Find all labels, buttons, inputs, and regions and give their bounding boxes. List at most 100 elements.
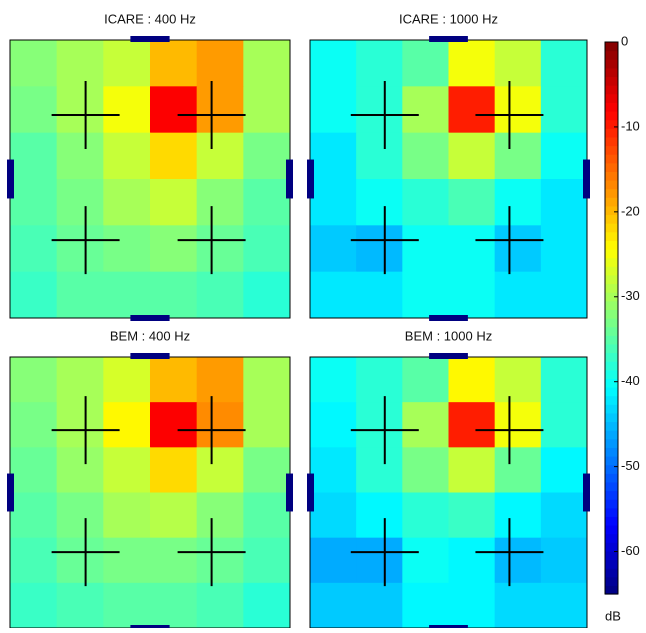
colorbar-segment: [605, 275, 618, 284]
speaker: [286, 474, 293, 512]
heat-cell: [150, 493, 197, 539]
heat-cell: [10, 86, 57, 133]
heat-cell: [243, 225, 290, 272]
heat-cell: [310, 402, 357, 448]
heat-cell: [495, 225, 542, 272]
heat-cell: [356, 447, 403, 493]
colorbar-segment: [605, 516, 618, 525]
heat-cell: [150, 133, 197, 180]
heat-cell: [495, 402, 542, 448]
heat-cell: [356, 402, 403, 448]
colorbar-segment: [605, 560, 618, 569]
heat-cell: [541, 493, 588, 539]
heat-cell: [243, 40, 290, 87]
colorbar-segment: [605, 102, 618, 111]
colorbar-segment: [605, 51, 618, 60]
colorbar-segment: [605, 68, 618, 77]
heat-cell: [197, 225, 244, 272]
heat-cell: [197, 179, 244, 226]
heat-cell: [57, 357, 104, 403]
panel-title: ICARE : 400 Hz: [104, 11, 196, 26]
speaker: [429, 353, 468, 359]
heat-cell: [356, 357, 403, 403]
colorbar-segment: [605, 387, 618, 396]
speaker: [7, 160, 14, 199]
heat-cell: [10, 179, 57, 226]
heat-cell: [150, 225, 197, 272]
heat-cell: [197, 86, 244, 133]
heat-cell: [495, 447, 542, 493]
colorbar-segment: [605, 568, 618, 577]
colorbar-segment: [605, 42, 618, 51]
heat-cell: [150, 583, 197, 628]
heat-cell: [310, 583, 357, 628]
heat-cell: [541, 40, 588, 87]
speaker: [429, 315, 468, 321]
heat-cell: [10, 133, 57, 180]
colorbar-segment: [605, 232, 618, 241]
heat-cell: [402, 357, 449, 403]
colorbar-segment: [605, 197, 618, 206]
heat-cell: [10, 583, 57, 628]
heat-cell: [356, 133, 403, 180]
heat-cell: [243, 493, 290, 539]
speaker: [7, 474, 14, 512]
colorbar-segment: [605, 551, 618, 560]
heat-cell: [310, 493, 357, 539]
colorbar-segment: [605, 249, 618, 258]
colorbar-segment: [605, 59, 618, 68]
heat-cell: [243, 538, 290, 584]
heat-cell: [310, 40, 357, 87]
colorbar-segment: [605, 189, 618, 198]
heat-cell: [449, 179, 496, 226]
heat-cell: [197, 538, 244, 584]
speaker: [130, 36, 169, 42]
heat-cell: [57, 40, 104, 87]
colorbar-segment: [605, 344, 618, 353]
colorbar-segment: [605, 120, 618, 129]
heat-cell: [356, 179, 403, 226]
heat-cell: [310, 86, 357, 133]
heat-cell: [10, 538, 57, 584]
colorbar-segment: [605, 266, 618, 275]
colorbar-segment: [605, 499, 618, 508]
colorbar-tick-label: -40: [621, 373, 640, 388]
heat-cell: [197, 272, 244, 319]
panel-title: BEM : 1000 Hz: [405, 328, 492, 343]
heat-cell: [495, 538, 542, 584]
heat-cell: [541, 583, 588, 628]
colorbar-segment: [605, 284, 618, 293]
colorbar-segment: [605, 180, 618, 189]
colorbar-segment: [605, 240, 618, 249]
heat-cell: [495, 40, 542, 87]
heat-cell: [103, 133, 150, 180]
heat-cell: [402, 583, 449, 628]
heat-cell: [150, 447, 197, 493]
heat-cell: [356, 583, 403, 628]
heat-cell: [402, 272, 449, 319]
heat-cell: [402, 447, 449, 493]
colorbar-segment: [605, 439, 618, 448]
heat-cell: [10, 40, 57, 87]
speaker: [130, 315, 169, 321]
colorbar-tick-label: -50: [621, 458, 640, 473]
heat-cell: [402, 86, 449, 133]
heat-cell: [103, 179, 150, 226]
heat-cell: [243, 133, 290, 180]
colorbar-segment: [605, 353, 618, 362]
heat-cell: [495, 86, 542, 133]
speaker: [307, 160, 314, 199]
heat-cell: [103, 402, 150, 448]
colorbar-segment: [605, 146, 618, 155]
colorbar-segment: [605, 309, 618, 318]
colorbar-segment: [605, 585, 618, 594]
heat-cell: [243, 357, 290, 403]
heat-cell: [57, 447, 104, 493]
colorbar-segment: [605, 404, 618, 413]
heat-cell: [243, 402, 290, 448]
colorbar-segment: [605, 94, 618, 103]
heat-cell: [541, 225, 588, 272]
heat-cell: [103, 493, 150, 539]
heat-cell: [150, 357, 197, 403]
heat-cell: [449, 40, 496, 87]
